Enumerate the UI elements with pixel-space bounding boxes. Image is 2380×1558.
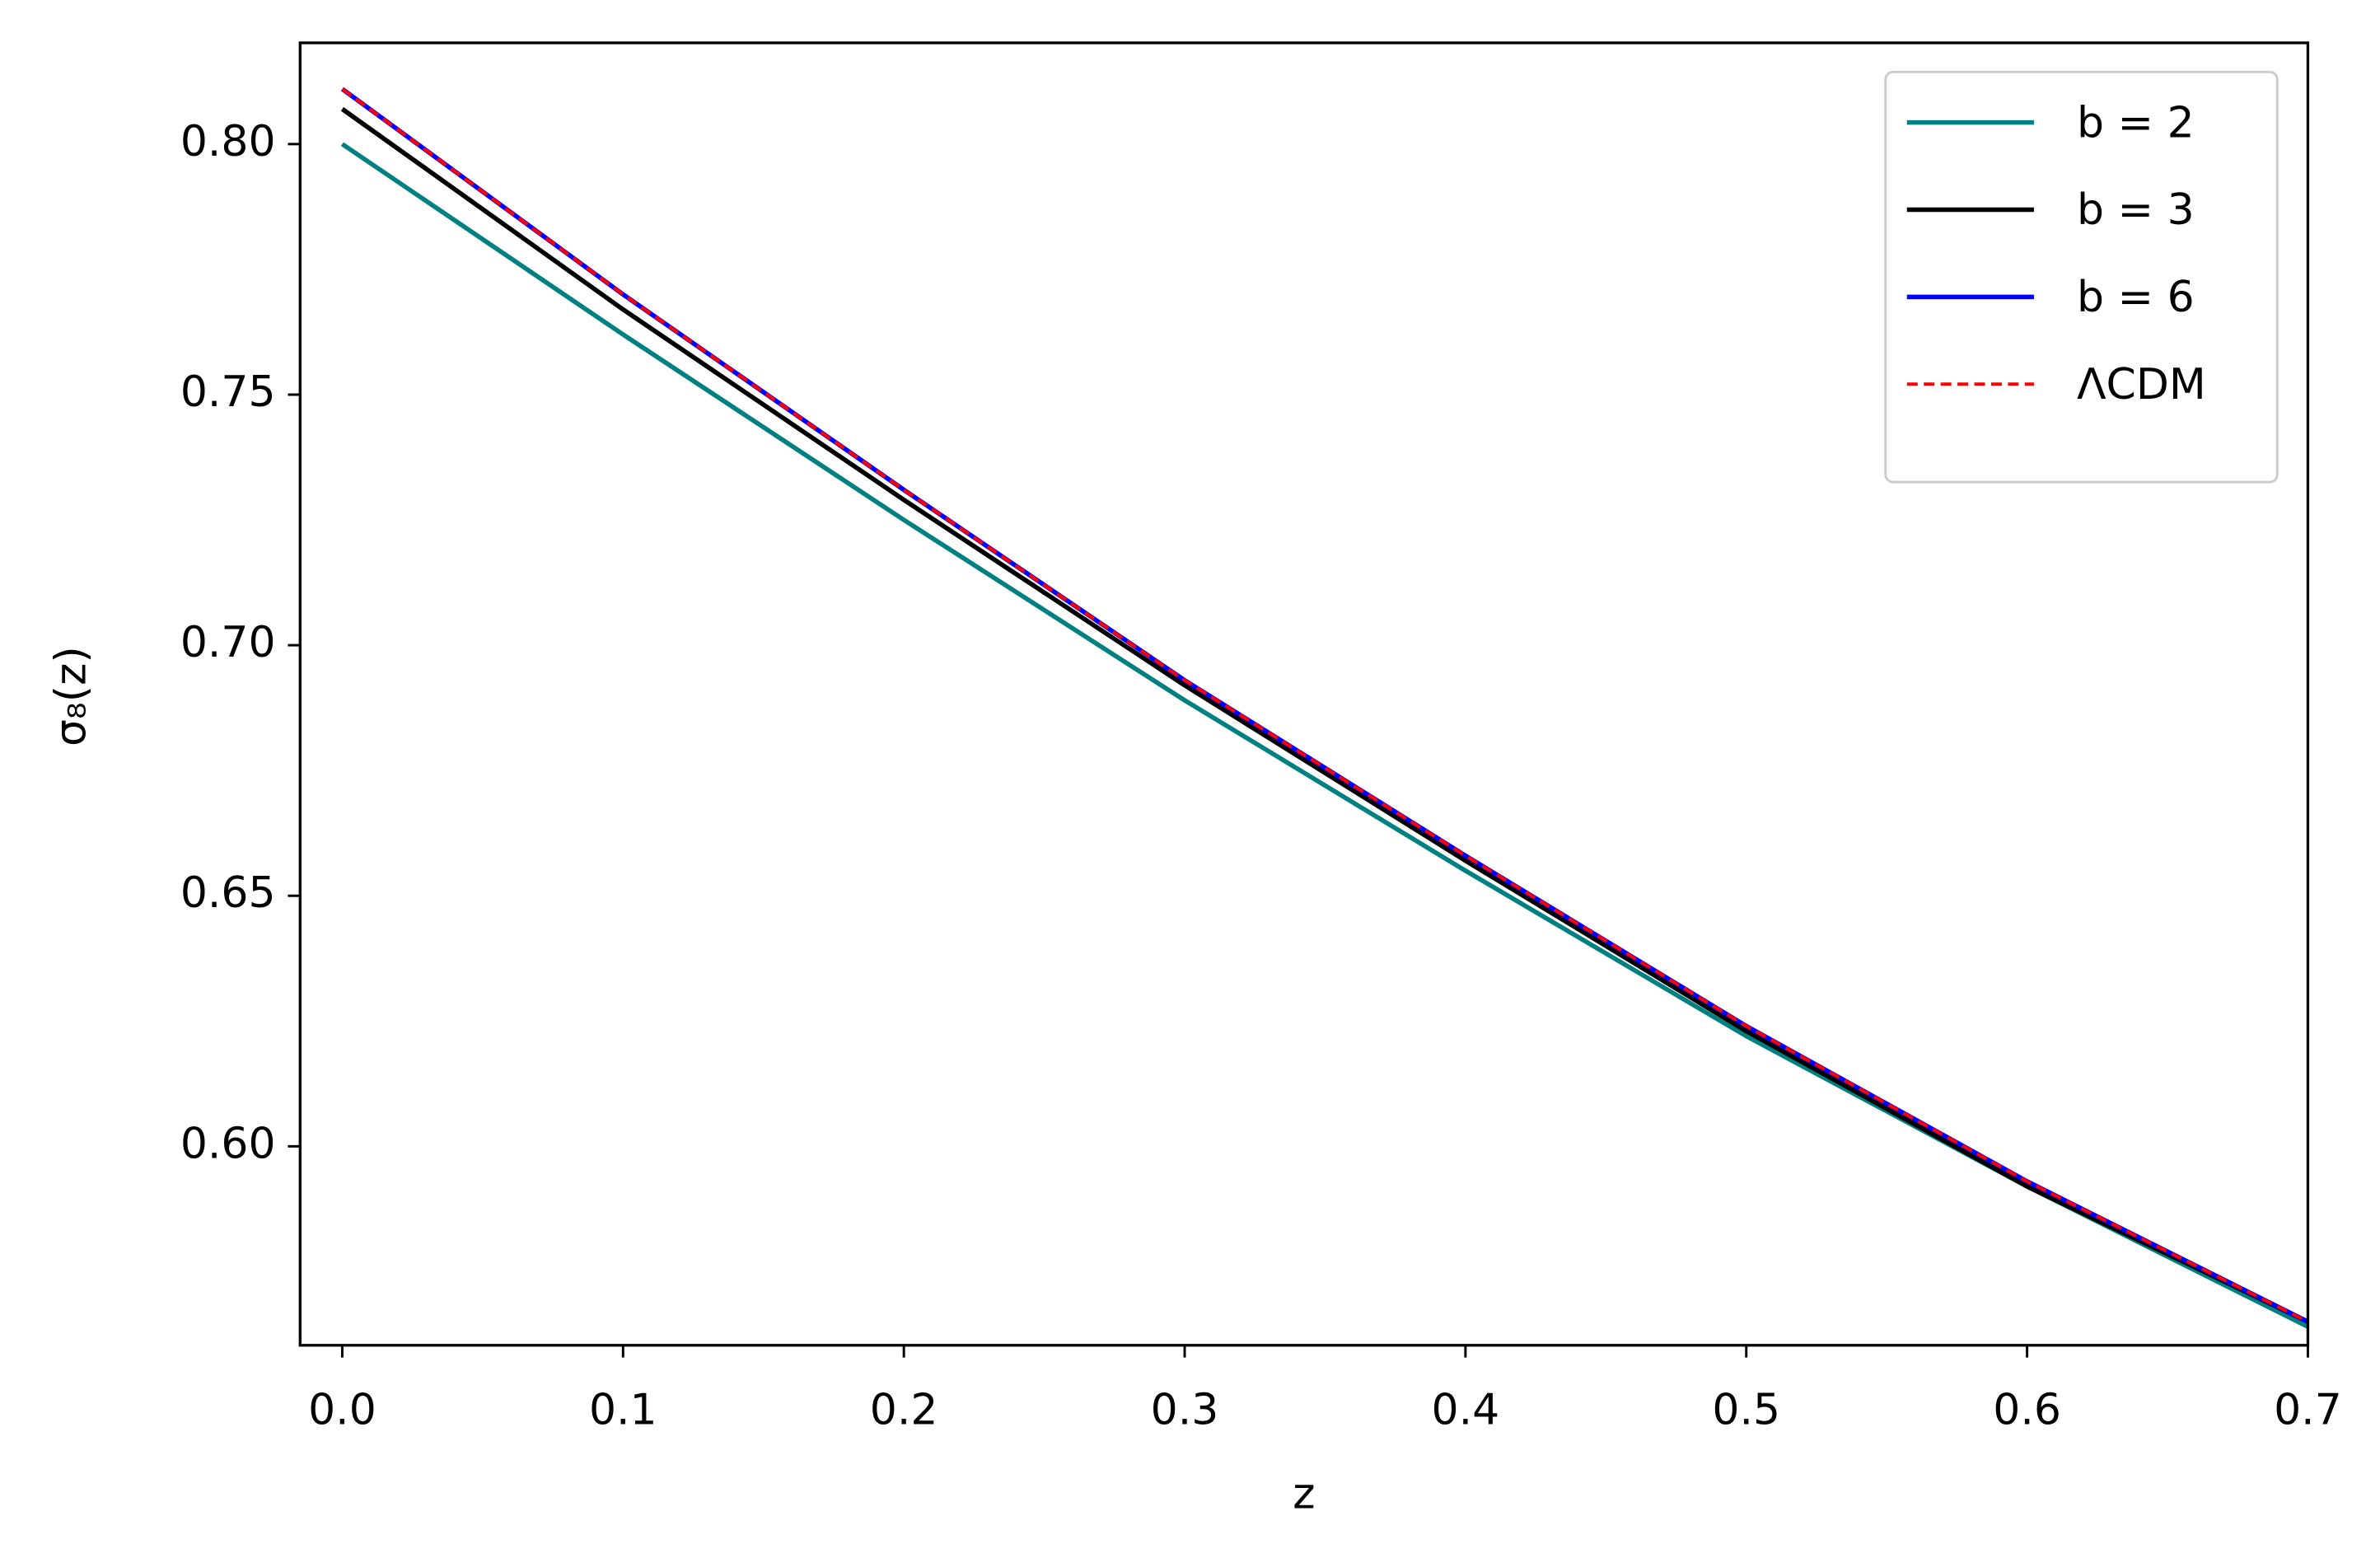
legend-label: b = 3 bbox=[2077, 185, 2195, 235]
x-tick-label: 0.2 bbox=[870, 1386, 938, 1435]
y-tick-label: 0.60 bbox=[180, 1119, 276, 1168]
x-tick-label: 0.7 bbox=[2274, 1386, 2342, 1435]
y-tick-label: 0.70 bbox=[180, 618, 276, 667]
y-tick-label: 0.75 bbox=[180, 367, 276, 417]
legend-label: ΛCDM bbox=[2077, 360, 2206, 409]
x-tick-label: 0.5 bbox=[1712, 1386, 1780, 1435]
x-tick-label: 0.1 bbox=[589, 1386, 657, 1435]
x-tick-label: 0.6 bbox=[1993, 1386, 2061, 1435]
x-axis-label: z bbox=[1293, 1470, 1315, 1519]
series-line bbox=[341, 87, 2308, 1324]
y-axis-label: σ₈(z) bbox=[46, 646, 96, 746]
y-tick-label: 0.80 bbox=[180, 117, 276, 166]
y-tick-label: 0.65 bbox=[180, 868, 276, 918]
series-line bbox=[340, 107, 2308, 1324]
legend-label: b = 2 bbox=[2077, 98, 2195, 147]
x-tick-label: 0.3 bbox=[1151, 1386, 1219, 1435]
legend-label: b = 6 bbox=[2077, 273, 2195, 322]
x-tick-label: 0.0 bbox=[308, 1386, 376, 1435]
x-tick-label: 0.4 bbox=[1432, 1386, 1500, 1435]
plot-frame bbox=[298, 41, 2310, 1347]
legend-box bbox=[1884, 70, 2279, 484]
